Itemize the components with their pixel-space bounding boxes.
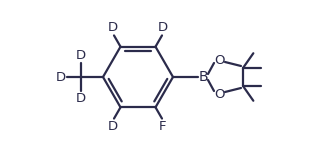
Text: D: D <box>108 21 118 34</box>
Text: D: D <box>56 71 66 83</box>
Text: O: O <box>214 53 224 67</box>
Text: D: D <box>158 21 168 34</box>
Text: O: O <box>214 87 224 101</box>
Text: D: D <box>108 120 118 133</box>
Text: D: D <box>76 49 86 62</box>
Text: F: F <box>158 120 166 133</box>
Text: B: B <box>198 70 208 84</box>
Text: D: D <box>76 92 86 105</box>
